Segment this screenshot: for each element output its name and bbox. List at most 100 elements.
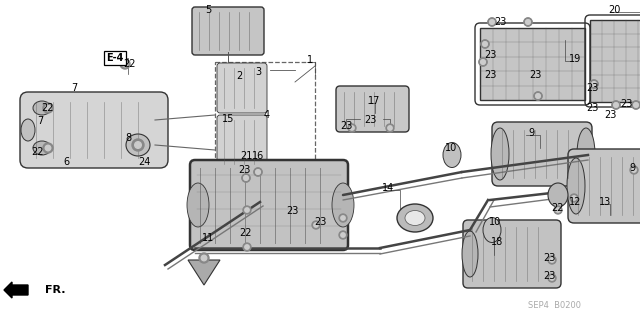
- Ellipse shape: [491, 128, 509, 180]
- Text: 10: 10: [445, 143, 457, 153]
- Circle shape: [526, 20, 530, 24]
- Circle shape: [479, 58, 487, 66]
- FancyBboxPatch shape: [190, 160, 348, 250]
- Ellipse shape: [33, 101, 51, 115]
- Polygon shape: [188, 260, 220, 285]
- Circle shape: [634, 103, 638, 107]
- Text: 20: 20: [608, 5, 620, 15]
- Text: 14: 14: [382, 183, 394, 193]
- Ellipse shape: [483, 218, 501, 242]
- Text: 7: 7: [71, 83, 77, 93]
- Circle shape: [526, 20, 530, 24]
- Text: 23: 23: [620, 99, 632, 109]
- Text: FR.: FR.: [45, 285, 65, 295]
- Circle shape: [614, 103, 618, 107]
- Circle shape: [312, 221, 320, 229]
- Circle shape: [45, 105, 51, 111]
- Ellipse shape: [462, 231, 478, 277]
- Text: 3: 3: [255, 67, 261, 77]
- Circle shape: [201, 255, 207, 261]
- Text: 23: 23: [586, 103, 598, 113]
- Circle shape: [254, 168, 262, 176]
- Circle shape: [43, 103, 53, 113]
- Circle shape: [256, 170, 260, 174]
- FancyBboxPatch shape: [492, 122, 592, 186]
- Text: E-4: E-4: [106, 53, 124, 63]
- Circle shape: [612, 101, 620, 109]
- FancyBboxPatch shape: [217, 115, 267, 169]
- Circle shape: [45, 145, 51, 151]
- Circle shape: [490, 20, 494, 24]
- Circle shape: [632, 168, 636, 172]
- Circle shape: [590, 80, 598, 88]
- Text: 17: 17: [368, 96, 380, 106]
- Circle shape: [314, 223, 318, 227]
- Circle shape: [630, 166, 638, 174]
- Circle shape: [556, 208, 560, 212]
- Ellipse shape: [187, 183, 209, 227]
- Circle shape: [550, 276, 554, 280]
- Circle shape: [524, 18, 532, 26]
- Circle shape: [339, 214, 347, 222]
- Text: 19: 19: [569, 54, 581, 64]
- Circle shape: [483, 42, 487, 46]
- Text: 23: 23: [543, 253, 555, 263]
- Text: 6: 6: [63, 157, 69, 167]
- Circle shape: [592, 82, 596, 86]
- Text: 23: 23: [494, 17, 506, 27]
- Circle shape: [481, 40, 489, 48]
- Text: 16: 16: [252, 151, 264, 161]
- Text: 24: 24: [138, 157, 150, 167]
- Bar: [590, 20, 640, 102]
- Circle shape: [554, 206, 562, 214]
- Text: 23: 23: [314, 217, 326, 227]
- Circle shape: [481, 60, 485, 64]
- Ellipse shape: [332, 183, 354, 227]
- Circle shape: [632, 101, 640, 109]
- Circle shape: [570, 194, 578, 202]
- Circle shape: [536, 94, 540, 98]
- Circle shape: [534, 92, 542, 100]
- Circle shape: [388, 126, 392, 130]
- Text: 22: 22: [552, 203, 564, 213]
- Ellipse shape: [577, 128, 595, 180]
- Circle shape: [348, 124, 356, 132]
- Circle shape: [245, 245, 249, 249]
- FancyBboxPatch shape: [20, 92, 168, 168]
- Circle shape: [132, 139, 144, 151]
- Circle shape: [490, 20, 494, 24]
- Bar: [215, 62, 315, 172]
- Bar: [480, 28, 585, 100]
- Circle shape: [254, 168, 262, 176]
- Circle shape: [483, 42, 487, 46]
- Text: 23: 23: [529, 70, 541, 80]
- Circle shape: [122, 61, 128, 67]
- Text: 23: 23: [286, 206, 298, 216]
- FancyArrow shape: [4, 282, 28, 298]
- Text: 23: 23: [604, 110, 616, 120]
- FancyBboxPatch shape: [217, 63, 267, 113]
- Ellipse shape: [443, 143, 461, 167]
- Ellipse shape: [33, 141, 51, 155]
- Ellipse shape: [548, 183, 568, 207]
- Circle shape: [244, 176, 248, 180]
- Circle shape: [488, 18, 496, 26]
- Text: 4: 4: [264, 110, 270, 120]
- Circle shape: [242, 174, 250, 182]
- Circle shape: [524, 18, 532, 26]
- Text: 5: 5: [205, 5, 211, 15]
- Circle shape: [256, 170, 260, 174]
- Text: 23: 23: [586, 83, 598, 93]
- Circle shape: [243, 243, 251, 251]
- Circle shape: [242, 174, 250, 182]
- Text: 9: 9: [629, 163, 635, 173]
- Circle shape: [481, 60, 485, 64]
- Circle shape: [339, 231, 347, 239]
- Circle shape: [534, 92, 542, 100]
- Circle shape: [245, 208, 249, 212]
- FancyBboxPatch shape: [336, 86, 409, 132]
- Circle shape: [572, 196, 576, 200]
- Circle shape: [479, 58, 487, 66]
- Circle shape: [612, 101, 620, 109]
- Circle shape: [614, 103, 618, 107]
